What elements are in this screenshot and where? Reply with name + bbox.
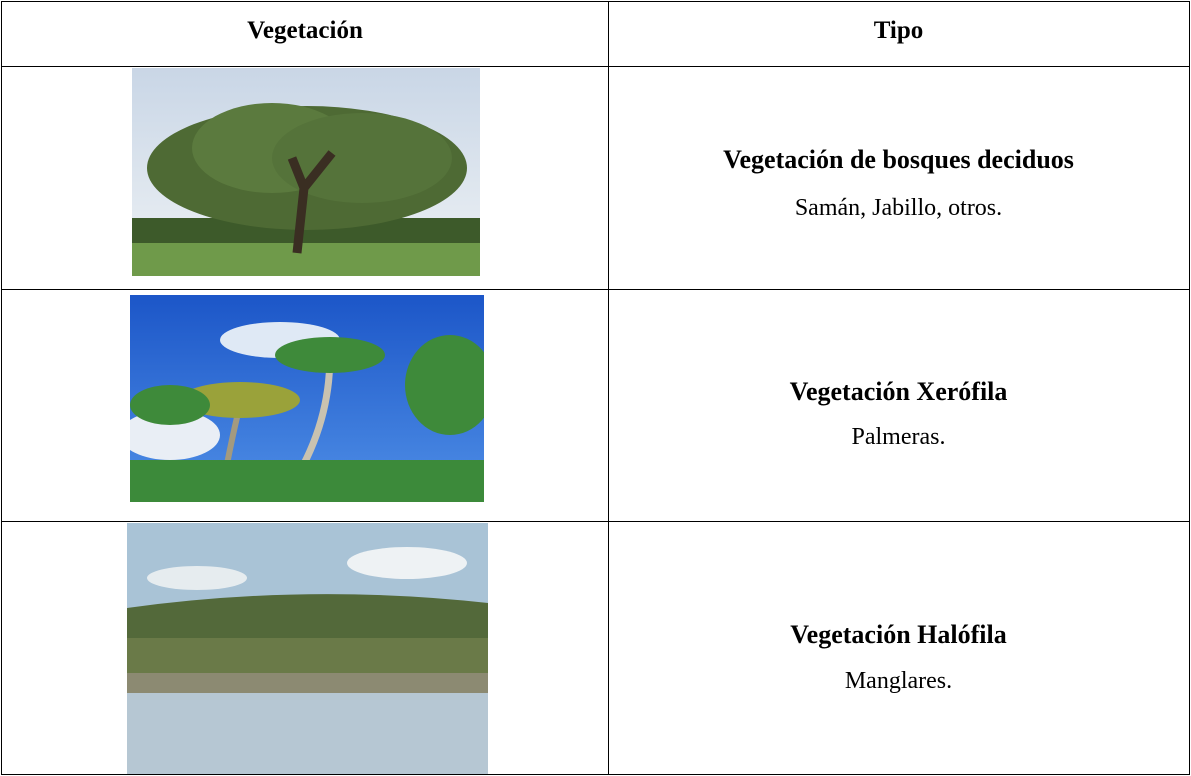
- row-examples: Samán, Jabillo, otros.: [794, 195, 1003, 221]
- header-text: Vegetación: [247, 17, 363, 44]
- palm-photo: [130, 295, 484, 502]
- mangrove-photo: [127, 523, 488, 774]
- row-title: Vegetación de bosques deciduos: [723, 145, 1074, 174]
- row-title: Vegetación Halófila: [790, 620, 1007, 649]
- header-text: Tipo: [873, 17, 924, 44]
- tree-photo: [132, 68, 480, 276]
- cell: [608, 521, 1190, 775]
- cell: [608, 66, 1190, 290]
- row-examples: Manglares.: [844, 668, 953, 694]
- row-title: Vegetación Xerófila: [789, 377, 1008, 406]
- row-examples: Palmeras.: [851, 424, 946, 450]
